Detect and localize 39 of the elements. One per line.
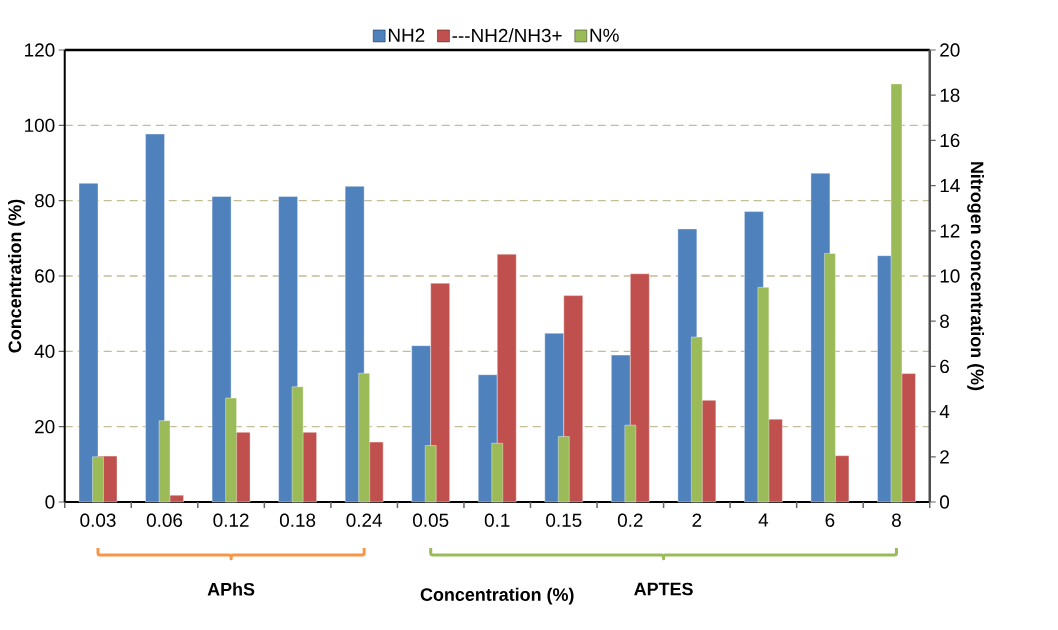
x-tick-label: 0.2 <box>617 513 643 527</box>
x-tick-label: 0.03 <box>80 513 116 527</box>
y-tick-label: 20 <box>35 419 55 434</box>
y2-tick-label: 0 <box>940 495 950 509</box>
text: APTES <box>634 582 693 596</box>
y2-tick-label: 20 <box>940 43 960 57</box>
y-tick-label: 40 <box>34 344 55 359</box>
legend-label: NH2 <box>388 28 425 42</box>
y2-tick-label: 8 <box>940 314 949 328</box>
x-tick-label: 0.18 <box>279 513 316 527</box>
y2-tick-label: 6 <box>940 359 949 374</box>
x-tick-label: 0.05 <box>413 513 449 527</box>
y2-tick-label: 14 <box>940 179 960 193</box>
x-tick-label: 8 <box>892 513 901 527</box>
x-tick-label: 0.12 <box>213 513 249 527</box>
x-tick-label: 2 <box>692 513 702 527</box>
y-axis-title: Concentration (%) <box>8 199 25 353</box>
legend-label: N% <box>590 28 619 42</box>
y2-tick-label: 4 <box>939 405 950 419</box>
x-tick-label: 0.06 <box>146 513 183 527</box>
y-tick-label: 100 <box>25 118 55 133</box>
y-tick-label: 120 <box>25 43 55 57</box>
x-tick-label: 0.24 <box>346 513 383 527</box>
y-tick-label: 80 <box>34 193 55 208</box>
x-tick-label: 4 <box>758 513 769 527</box>
x-axis-title: Concentration (%) <box>420 587 574 605</box>
y-tick-label: 0 <box>45 495 55 509</box>
y2-tick-label: 18 <box>940 88 960 102</box>
y2-tick-label: 2 <box>940 450 949 464</box>
text: APhS <box>207 582 255 596</box>
x-tick-label: 6 <box>825 513 835 527</box>
y2-tick-label: 10 <box>940 269 960 283</box>
y2-axis-title: Nitrogen concentration (%) <box>967 162 984 391</box>
y-tick-label: 60 <box>35 269 55 283</box>
y2-tick-label: 16 <box>940 133 960 148</box>
x-tick-label: 0.1 <box>484 513 510 527</box>
y2-tick-label: 12 <box>940 224 960 238</box>
x-tick-label: 0.15 <box>546 513 582 527</box>
legend-label: ---NH2/NH3+ <box>452 28 562 43</box>
